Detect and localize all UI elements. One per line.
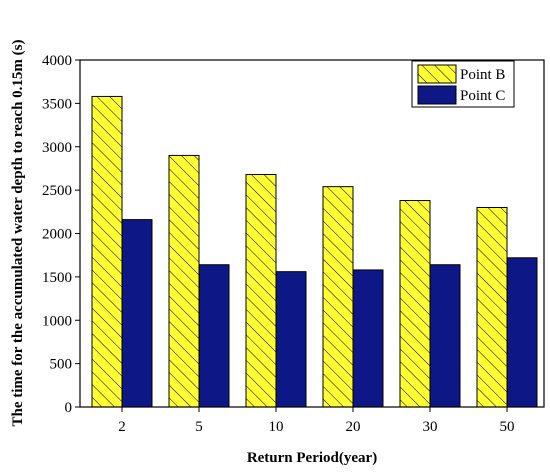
legend-label-point-b: Point B [460, 67, 505, 83]
y-tick-label-2000: 2000 [42, 227, 72, 243]
bar-point-b-50 [476, 206, 508, 408]
y-tick-label-500: 500 [50, 357, 73, 373]
bar-point-c-2 [121, 219, 153, 408]
x-tick-label-30: 30 [423, 419, 438, 435]
legend: Point B Point C [411, 60, 515, 108]
y-tick-label-0: 0 [65, 400, 73, 416]
y-axis: 0 500 1000 1500 2000 2500 3000 3500 4000 [42, 53, 80, 416]
bar-point-c-30 [429, 264, 461, 408]
y-axis-title: The time for the accumulated water depth… [10, 39, 26, 426]
y-tick-label-4000: 4000 [42, 53, 72, 69]
y-tick-label-3500: 3500 [42, 96, 72, 112]
bar-point-b-30 [399, 200, 431, 408]
x-axis: 2 5 10 20 30 50 [118, 407, 515, 435]
x-axis-title: Return Period(year) [247, 450, 377, 466]
x-tick-label-20: 20 [346, 419, 361, 435]
y-tick-label-2500: 2500 [42, 183, 72, 199]
y-tick-label-1500: 1500 [42, 270, 72, 286]
legend-swatch-point-c [417, 85, 457, 105]
legend-swatch-point-b [417, 64, 457, 84]
x-tick-label-2: 2 [118, 419, 126, 435]
bar-point-b-10 [245, 174, 277, 408]
bar-point-b-20 [322, 186, 354, 408]
x-tick-label-10: 10 [269, 419, 284, 435]
legend-label-point-c: Point C [460, 88, 505, 104]
x-tick-label-50: 50 [500, 419, 515, 435]
bar-point-c-20 [352, 269, 384, 408]
bar-point-b-2 [91, 95, 123, 408]
bar-point-c-10 [275, 271, 307, 408]
bar-point-b-5 [168, 154, 200, 408]
y-tick-label-1000: 1000 [42, 313, 72, 329]
bar-point-c-5 [198, 264, 230, 408]
bar-point-c-50 [506, 257, 538, 408]
bars-layer [91, 95, 538, 408]
y-tick-label-3000: 3000 [42, 140, 72, 156]
x-tick-label-5: 5 [195, 419, 203, 435]
